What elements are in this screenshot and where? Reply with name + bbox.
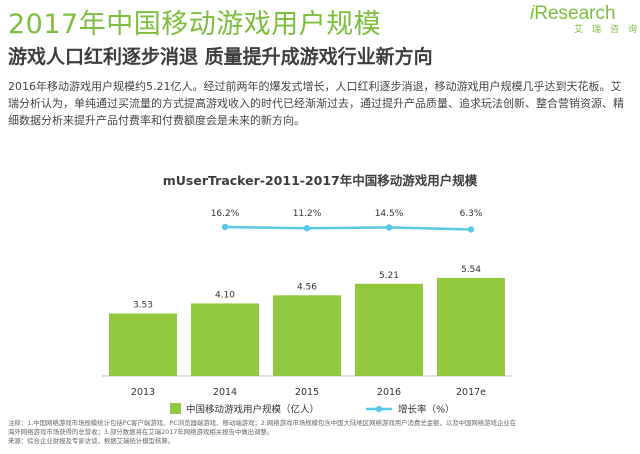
footnote: 注释：1.中国网络游戏市场规模统计包括PC客户端游戏、PC浏览器端游戏、移动端游… [8, 419, 632, 446]
bar-value-label: 5.21 [379, 271, 399, 281]
legend-label: 中国移动游戏用户规模（亿人） [186, 404, 319, 416]
logo-subtitle: 艾瑞咨询 [574, 25, 640, 35]
growth-rate-line [224, 225, 472, 231]
footnote-line: 来源：综合企业财报及专家访谈，根据艾瑞统计模型核算。 [8, 437, 175, 445]
legend-swatch-point [375, 405, 383, 413]
bar-value-label: 4.56 [297, 282, 317, 292]
bar-value-label: 4.10 [215, 290, 235, 300]
iresearch-logo: iResearch 艾瑞咨询 [530, 3, 640, 36]
bar [355, 283, 423, 376]
bar [437, 277, 505, 376]
chart-title: mUserTracker-2011-2017年中国移动游戏用户规模 [162, 173, 478, 188]
growth-rate-point [467, 226, 475, 233]
logo-wordmark: iResearch [530, 3, 616, 24]
page-title: 2017年中国移动游戏用户规模 [8, 9, 382, 40]
growth-rate-label: 11.2% [293, 209, 322, 219]
growth-rate-point [303, 225, 311, 232]
legend-swatch-bar [170, 403, 181, 414]
growth-rate-label: 14.5% [375, 209, 404, 219]
x-tick-label: 2016 [377, 387, 401, 398]
growth-rate-point [221, 223, 229, 231]
growth-rate-point [385, 224, 393, 231]
footnote-line: 注释：1.中国网络游戏市场规模统计包括PC客户端游戏、PC浏览器端游戏、移动端游… [8, 419, 517, 427]
x-tick-label: 2017e [456, 387, 486, 398]
growth-rate-label: 16.2% [211, 209, 240, 219]
bar [109, 313, 177, 376]
bar [273, 295, 341, 376]
footnote-line: 海外网络游戏市场获得的总营收；3.部分数据将在艾瑞2017年网络游戏相关报告中做… [8, 428, 274, 436]
bar-value-label: 5.54 [461, 265, 481, 275]
growth-rate-label: 6.3% [460, 209, 483, 219]
x-tick-label: 2013 [131, 387, 155, 398]
analysis-paragraph: 2016年移动游戏用户规模约5.21亿人。经过前两年的爆发式增长，人口红利逐步消… [8, 80, 624, 127]
page-subtitle: 游戏人口红利逐步消退 质量提升成游戏行业新方向 [8, 46, 433, 68]
bar-value-label: 3.53 [133, 301, 153, 311]
legend-label: 增长率（%） [398, 404, 455, 416]
x-tick-label: 2015 [295, 387, 319, 398]
bar [191, 303, 259, 376]
x-tick-label: 2014 [213, 387, 237, 398]
